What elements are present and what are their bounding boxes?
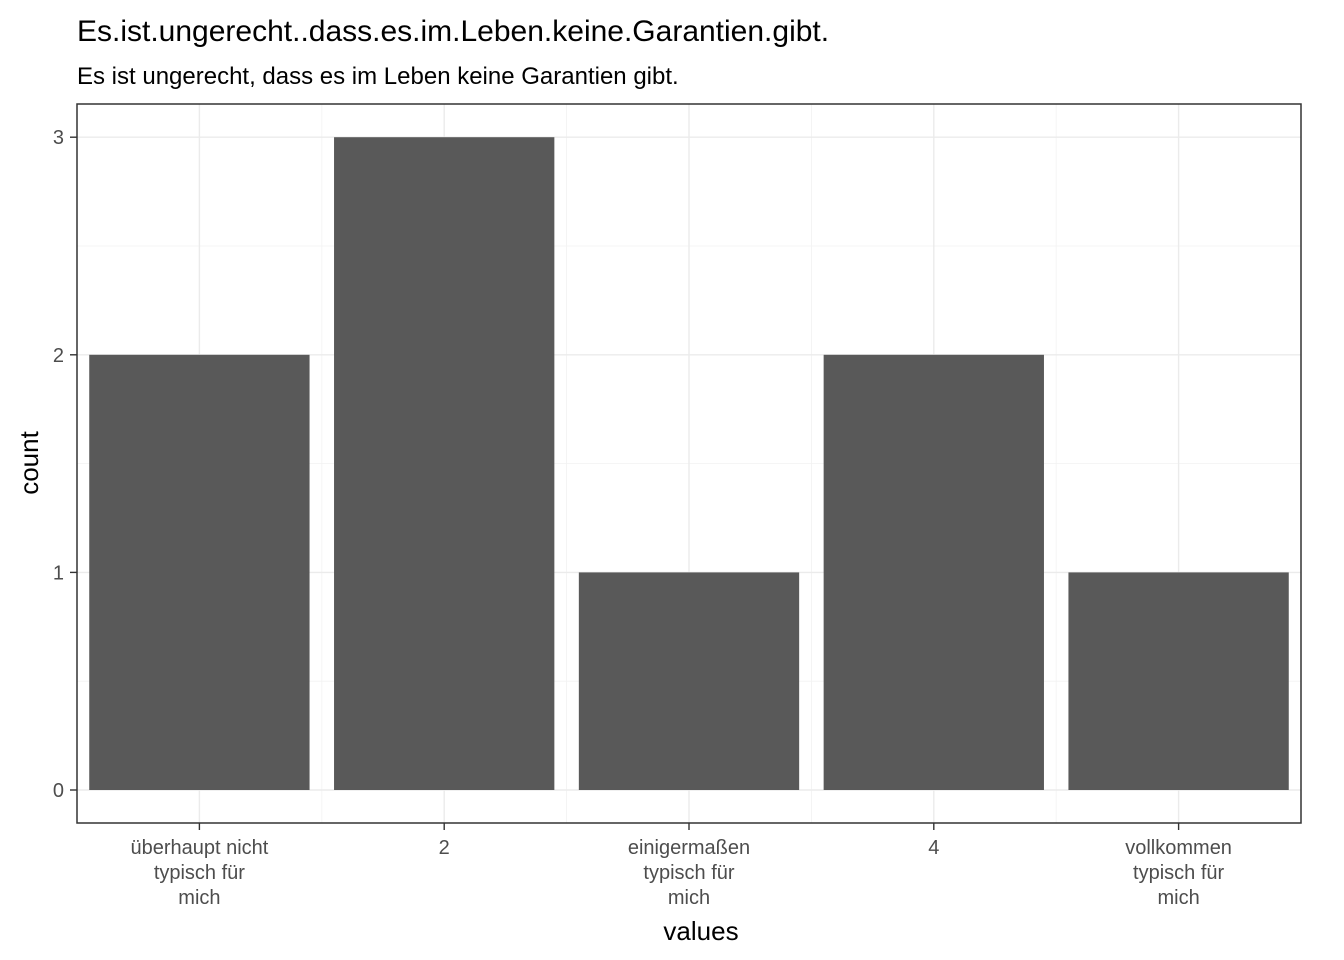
bar-5 <box>1068 572 1289 790</box>
y-tick-label: 3 <box>53 127 64 149</box>
x-tick-label-line: einigermaßen <box>628 837 750 859</box>
bar-4 <box>823 354 1044 790</box>
bar-1 <box>89 354 310 790</box>
x-tick-label: einigermaßen typisch für mich <box>628 837 750 909</box>
x-tick-label-line: mich <box>668 887 710 909</box>
x-tick-label-line: typisch für <box>1133 862 1224 884</box>
x-tick-label-line: mich <box>1157 887 1199 909</box>
x-tick-label-line: 4 <box>928 837 939 859</box>
bar-2 <box>334 137 555 790</box>
x-tick-label-line: mich <box>178 887 220 909</box>
y-tick-label: 0 <box>53 780 64 802</box>
x-tick-label-line: typisch für <box>154 862 245 884</box>
y-tick-label: 2 <box>53 345 64 367</box>
x-tick-label-line: typisch für <box>643 862 734 884</box>
x-tick-label: vollkommen typisch für mich <box>1125 837 1232 909</box>
x-tick-label: 2 <box>439 837 450 859</box>
x-tick-label-line: 2 <box>439 837 450 859</box>
x-tick-label: überhaupt nicht typisch für mich <box>130 837 268 909</box>
chart-title: Es.ist.ungerecht..dass.es.im.Leben.keine… <box>77 15 829 48</box>
bar-3 <box>578 572 800 790</box>
x-axis: überhaupt nicht typisch für mich 2 einigerma… <box>130 823 1232 909</box>
chart-subtitle: Es ist ungerecht, dass es im Leben keine… <box>77 63 679 90</box>
bars <box>89 137 1289 790</box>
x-tick-label: 4 <box>928 837 939 859</box>
y-tick-label: 1 <box>53 562 64 584</box>
y-axis: 0 1 2 3 <box>53 127 77 802</box>
x-axis-title: values <box>663 916 738 946</box>
x-tick-label-line: überhaupt nicht <box>130 837 268 859</box>
x-tick-label-line: vollkommen <box>1125 837 1232 859</box>
y-axis-title: count <box>14 430 44 494</box>
